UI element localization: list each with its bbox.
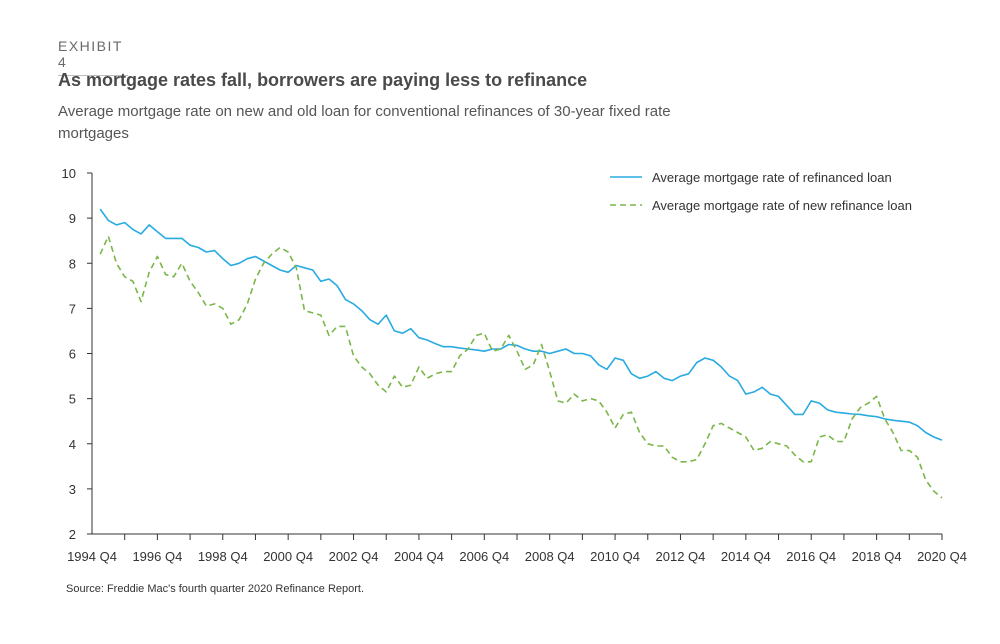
series-line-refinanced-loan	[99, 208, 943, 441]
y-tick-label: 9	[69, 211, 76, 226]
series-line-new-refinance-loan	[99, 235, 943, 499]
y-tick-label: 8	[69, 256, 76, 271]
x-tick-label: 2018 Q4	[852, 549, 902, 564]
x-tick-label: 2000 Q4	[263, 549, 313, 564]
y-tick-label: 2	[69, 527, 76, 542]
x-tick-label: 1996 Q4	[132, 549, 182, 564]
chart-title: As mortgage rates fall, borrowers are pa…	[58, 70, 588, 90]
x-tick-label: 2016 Q4	[786, 549, 836, 564]
x-tick-label: 2002 Q4	[329, 549, 379, 564]
x-tick-label: 2012 Q4	[656, 549, 706, 564]
chart-axes: 2 3 4 5 6 7 8 9 10 1994 Q4 1996 Q4 1998 Q4 2000 Q4 20…	[62, 166, 967, 564]
source-note: Source: Freddie Mac's fourth quarter 202…	[66, 583, 365, 595]
y-tick-label: 4	[69, 437, 76, 452]
exhibit-label: EXHIBIT 4	[58, 38, 128, 76]
legend-label: Average mortgage rate of new refinance l…	[652, 198, 912, 213]
x-tick-label: 2006 Q4	[459, 549, 509, 564]
x-tick-label: 2014 Q4	[721, 549, 771, 564]
x-tick-label: 2010 Q4	[590, 549, 640, 564]
y-tick-label: 7	[69, 301, 76, 316]
x-tick-label: 1998 Q4	[198, 549, 248, 564]
chart-legend: Average mortgage rate of refinanced loan…	[610, 170, 912, 213]
y-tick-label: 3	[69, 482, 76, 497]
x-tick-label: 2004 Q4	[394, 549, 444, 564]
chart-lines	[99, 208, 943, 499]
chart-subtitle: Average mortgage rate on new and old loa…	[58, 103, 671, 142]
x-tick-label: 2008 Q4	[525, 549, 575, 564]
y-tick-label: 10	[62, 166, 76, 181]
y-tick-label: 5	[69, 392, 76, 407]
legend-label: Average mortgage rate of refinanced loan	[652, 170, 892, 185]
x-tick-label: 1994 Q4	[67, 549, 117, 564]
x-tick-label: 2020 Q4	[917, 549, 967, 564]
y-tick-label: 6	[69, 347, 76, 362]
